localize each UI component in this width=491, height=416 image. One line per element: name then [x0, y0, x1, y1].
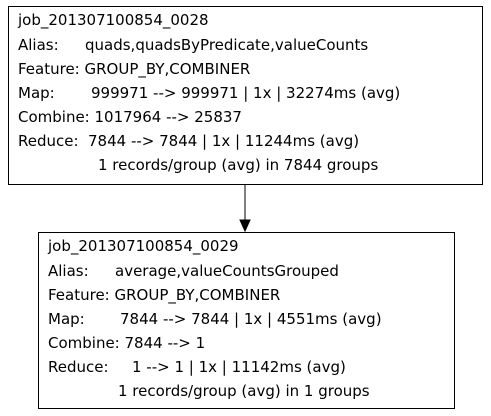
reduce-value: 1 --> 1 | 1x | 11142ms (avg)	[132, 358, 346, 376]
reduce-label: Reduce:	[18, 132, 79, 150]
records-line: 1 records/group (avg) in 7844 groups	[98, 156, 379, 174]
records-line: 1 records/group (avg) in 1 groups	[118, 382, 370, 400]
map-label: Map:	[48, 310, 85, 328]
edge-arrowhead	[239, 219, 251, 233]
job-id: job_201307100854_0029	[48, 237, 239, 255]
map-value: 999971 --> 999971 | 1x | 32274ms (avg)	[91, 84, 401, 102]
feature-line: Feature: GROUP_BY,COMBINER	[18, 60, 251, 78]
alias-value: quads,quadsByPredicate,valueCounts	[85, 36, 369, 54]
reduce-label: Reduce:	[48, 358, 109, 376]
alias-label: Alias:	[48, 262, 89, 280]
job-node-0029: job_201307100854_0029 Alias: average,val…	[38, 232, 455, 409]
feature-line: Feature: GROUP_BY,COMBINER	[48, 286, 281, 304]
alias-value: average,valueCountsGrouped	[115, 262, 339, 280]
job-id: job_201307100854_0028	[18, 11, 209, 29]
combine-line: Combine: 1017964 --> 25837	[18, 108, 242, 126]
combine-line: Combine: 7844 --> 1	[48, 334, 206, 352]
reduce-value: 7844 --> 7844 | 1x | 11244ms (avg)	[88, 132, 360, 150]
map-value: 7844 --> 7844 | 1x | 4551ms (avg)	[120, 310, 382, 328]
alias-label: Alias:	[18, 36, 59, 54]
map-label: Map:	[18, 84, 55, 102]
job-node-0028: job_201307100854_0028 Alias: quads,quads…	[8, 6, 483, 185]
